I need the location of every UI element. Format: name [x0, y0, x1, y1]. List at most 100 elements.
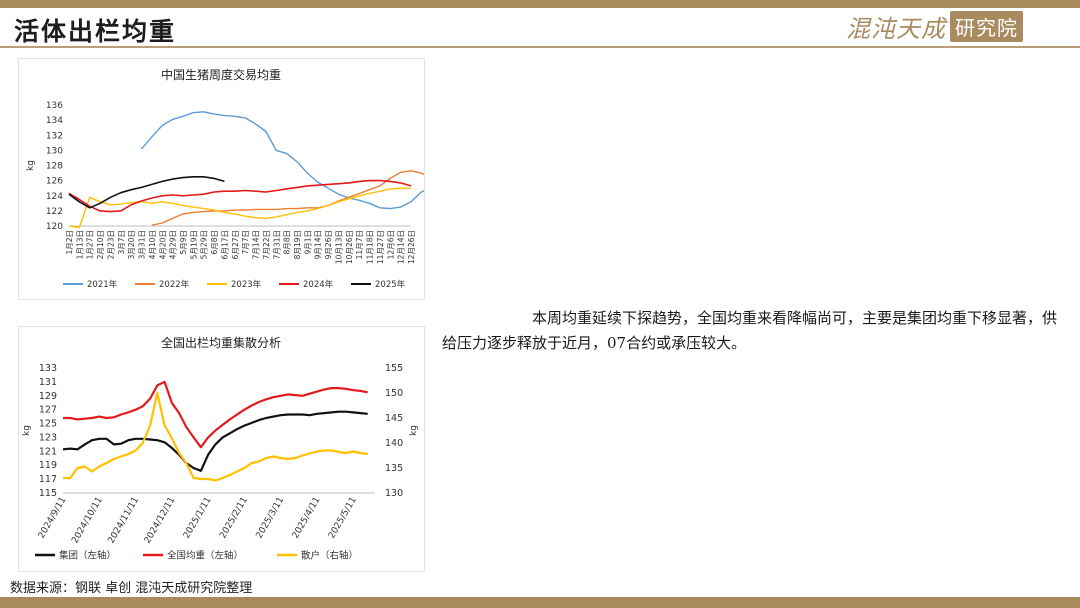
chart2-left-tick-label: 131 — [39, 377, 57, 388]
chart1-x-tick-label: 11月7日 — [355, 230, 364, 259]
chart1-x-tick-label: 7月31日 — [272, 230, 281, 259]
chart1-x-tick-label: 8月8日 — [283, 230, 292, 255]
chart1-y-tick-label: 120 — [46, 222, 63, 232]
chart1-x-tick-label: 1月13日 — [75, 230, 84, 259]
chart1-x-tick-label: 4月29日 — [169, 230, 178, 259]
chart2-left-tick-label: 127 — [39, 405, 57, 416]
chart1-x-tick-label: 1月2日 — [65, 230, 74, 255]
bottom-accent-bar — [0, 597, 1080, 608]
chart2-x-tick-label: 2024/10/11 — [70, 496, 105, 546]
title-divider — [0, 46, 1080, 48]
chart1-x-tick-label: 7月22日 — [262, 230, 271, 259]
chart2-right-tick-label: 140 — [385, 438, 403, 449]
chart1-x-tick-label: 7月7日 — [241, 230, 250, 255]
chart1-x-tick-label: 10月13日 — [334, 230, 343, 264]
chart1-y-tick-label: 136 — [46, 101, 63, 111]
chart2-legend-label-0: 集团（左轴） — [59, 550, 116, 562]
chart1-x-tick-label: 9月26日 — [324, 230, 333, 259]
chart2-left-tick-label: 123 — [39, 432, 57, 443]
chart2-series-line-0 — [62, 410, 368, 472]
chart1-legend-label-2: 2023年 — [231, 279, 262, 290]
chart2-left-tick-label: 121 — [39, 446, 57, 457]
chart1-legend-label-4: 2025年 — [375, 279, 406, 290]
chart1-x-tick-label: 12月14日 — [397, 230, 406, 264]
chart1-x-tick-label: 5月19日 — [189, 230, 198, 259]
chart1-series-line-4 — [68, 176, 225, 209]
chart1-x-tick-label: 6月8日 — [210, 230, 219, 255]
chart2-right-axis-label: kg — [409, 425, 419, 436]
data-source-note: 数据来源：钢联 卓创 混沌天成研究院整理 — [10, 581, 253, 596]
chart1-y-tick-label: 132 — [46, 131, 63, 141]
chart2-right-tick-label: 150 — [385, 388, 403, 399]
chart2-x-tick-label: 2025/5/11 — [327, 496, 359, 541]
chart1-x-tick-label: 7月14日 — [252, 230, 261, 259]
chart-panel-weekly-weight: 中国生猪周度交易均重 kg 120 122 124 126 128 130 132 134 136 1… — [18, 58, 425, 300]
chart1-legend-label-3: 2024年 — [303, 279, 334, 290]
weekly-weight-chart: 中国生猪周度交易均重 kg 120 122 124 126 128 130 132 134 136 1… — [26, 67, 424, 290]
chart1-x-tick-label: 2月23日 — [106, 230, 115, 259]
chart1-x-tick-label: 11月18日 — [366, 230, 375, 264]
chart1-x-tick-label: 9月1日 — [303, 230, 312, 255]
chart2-title: 全国出栏均重集散分析 — [161, 335, 281, 350]
chart2-right-tick-label: 155 — [385, 363, 403, 374]
chart1-y-tick-label: 130 — [46, 146, 63, 156]
chart1-series-line-2 — [68, 187, 411, 229]
chart2-left-tick-label: 117 — [39, 474, 57, 485]
chart1-x-tick-label: 3月20日 — [127, 230, 136, 259]
chart1-x-tick-label: 5月9日 — [179, 230, 188, 255]
chart2-legend-label-2: 散户（右轴） — [301, 550, 358, 562]
chart2-right-tick-label: 145 — [385, 413, 403, 424]
chart1-x-tick-label: 2月10日 — [96, 230, 105, 259]
chart1-x-tick-label: 1月27日 — [86, 230, 95, 259]
chart2-x-tick-label: 2024/12/11 — [143, 496, 178, 546]
chart2-x-tick-label: 2025/1/11 — [182, 496, 214, 541]
chart1-x-tick-label: 11月27日 — [376, 230, 385, 264]
distribution-chart: 全国出栏均重集散分析 kg kg 115 117 119 121 123 125 127 129 13… — [22, 335, 419, 562]
chart1-y-tick-label: 124 — [46, 192, 63, 202]
chart2-series-line-1 — [63, 380, 368, 449]
chart1-series-line-1 — [151, 170, 424, 226]
logo-box-text: 研究院 — [950, 10, 1023, 42]
chart2-x-tick-label: 2024/11/11 — [107, 496, 142, 546]
chart1-y-tick-label: 128 — [46, 162, 63, 172]
chart2-left-tick-label: 119 — [39, 460, 57, 471]
chart1-legend-label-1: 2022年 — [159, 279, 190, 290]
chart2-x-tick-label: 2025/2/11 — [218, 496, 250, 541]
chart1-x-tick-label: 5月29日 — [200, 230, 209, 259]
chart2-legend-label-1: 全国均重（左轴） — [167, 550, 243, 562]
chart1-y-tick-label: 122 — [46, 207, 63, 217]
chart2-x-tick-label: 2025/3/11 — [255, 496, 287, 541]
chart1-title: 中国生猪周度交易均重 — [161, 67, 281, 82]
chart1-y-tick-label: 126 — [46, 177, 63, 187]
chart1-x-tick-label: 10月26日 — [345, 230, 354, 264]
chart1-y-tick-label: 134 — [46, 116, 63, 126]
page-title: 活体出栏均重 — [14, 17, 177, 46]
chart1-x-tick-label: 8月19日 — [293, 230, 302, 259]
logo-script-text: 混沌天成 — [846, 14, 946, 43]
chart2-left-axis-label: kg — [22, 425, 32, 436]
chart2-left-tick-label: 125 — [39, 419, 57, 430]
chart2-right-tick-label: 135 — [385, 463, 403, 474]
brand-logo: 混沌天成 研究院 — [846, 10, 1023, 43]
chart1-x-tick-label: 6月17日 — [220, 230, 229, 259]
chart-panel-distribution: 全国出栏均重集散分析 kg kg 115 117 119 121 123 125 127 129 13… — [18, 326, 425, 572]
chart1-x-tick-label: 12月26日 — [407, 230, 416, 264]
chart2-right-tick-label: 130 — [385, 488, 403, 499]
chart1-series-line-3 — [68, 179, 412, 213]
chart2-x-tick-label: 2024/9/11 — [37, 496, 69, 541]
chart2-left-tick-label: 129 — [39, 391, 57, 402]
top-accent-bar — [0, 0, 1080, 8]
chart1-x-tick-label: 4月20日 — [158, 230, 167, 259]
chart1-x-tick-label: 4月10日 — [148, 230, 157, 259]
chart1-y-axis-label: kg — [26, 160, 36, 171]
chart2-x-tick-label: 2025/4/11 — [291, 496, 323, 541]
chart1-x-tick-label: 3月31日 — [138, 230, 147, 259]
chart1-legend-label-0: 2021年 — [87, 279, 118, 290]
chart2-series-line-2 — [63, 391, 368, 482]
chart1-x-tick-label: 9月14日 — [314, 230, 323, 259]
chart1-x-tick-label: 12月6日 — [386, 230, 395, 259]
chart1-x-tick-label: 3月7日 — [117, 230, 126, 255]
analysis-paragraph: 本周均重延续下探趋势，全国均重来看降幅尚可，主要是集团均重下移显著，供给压力逐步… — [442, 309, 1058, 352]
chart2-left-tick-label: 115 — [39, 488, 57, 499]
chart1-series-line-0 — [140, 111, 424, 210]
